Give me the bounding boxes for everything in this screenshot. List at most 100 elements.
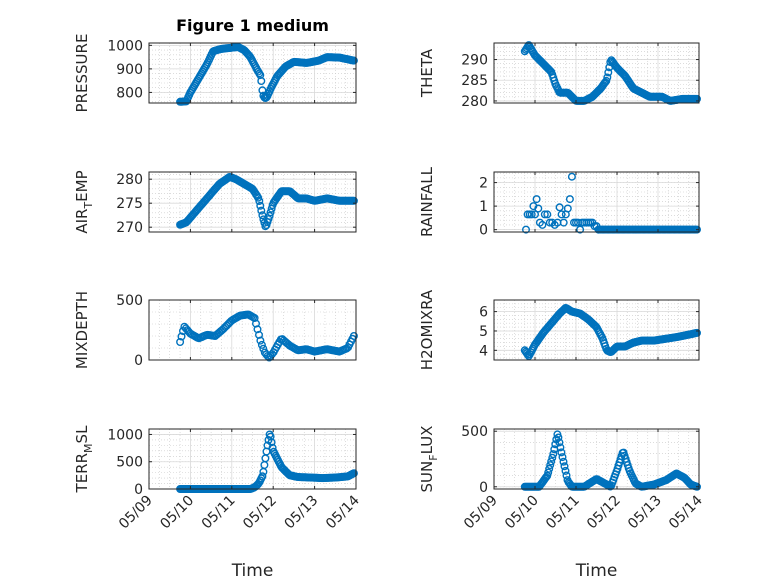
data-point: [266, 432, 275, 441]
data-point: [544, 468, 553, 477]
data-point: [576, 225, 585, 234]
data-point: [258, 472, 267, 481]
data-point: [542, 473, 551, 482]
y-tick-label: 0: [479, 480, 488, 496]
data-point: [606, 482, 615, 491]
y-tick-label: 0: [134, 353, 143, 369]
x-tick-label: 05/12: [584, 493, 624, 533]
data-point: [547, 457, 556, 466]
data-series: [176, 43, 358, 106]
data-point: [557, 448, 566, 457]
x-axis-label: Time: [575, 561, 618, 581]
data-series: [176, 172, 358, 231]
data-series: [520, 304, 702, 361]
y-tick-label: 1000: [107, 38, 143, 54]
y-tick-label: 4: [479, 343, 488, 359]
y-axis-label: PRESSURE: [73, 34, 91, 113]
y-tick-label: 275: [116, 196, 143, 212]
y-tick-label: 500: [116, 455, 143, 471]
data-point: [556, 443, 565, 452]
y-tick-label: 900: [116, 62, 143, 78]
data-point: [603, 73, 612, 82]
data-point: [601, 78, 610, 87]
data-point: [558, 453, 567, 462]
axes-box: [493, 42, 700, 104]
data-point: [540, 210, 549, 219]
data-point: [554, 433, 563, 442]
data-point: [257, 76, 266, 85]
data-point: [265, 211, 274, 220]
data-point: [560, 462, 569, 471]
y-tick-label: 500: [461, 424, 488, 440]
axes-box: [493, 171, 700, 233]
x-tick-label: 05/09: [461, 493, 501, 533]
data-point: [693, 328, 702, 337]
data-point: [256, 201, 265, 210]
data-series: [520, 430, 702, 491]
data-point: [546, 461, 555, 470]
data-point: [349, 469, 358, 478]
data-point: [543, 471, 552, 480]
subplot-h2omixra: 4 5 6 H2OMIXRA: [418, 289, 702, 370]
axes-box: [148, 428, 357, 490]
data-point: [602, 76, 611, 85]
data-point: [693, 482, 702, 491]
data-point: [176, 338, 185, 347]
data-point: [532, 195, 541, 204]
y-tick-label: 0: [134, 482, 143, 498]
y-tick-label: 1: [479, 199, 488, 215]
y-tick-label: 800: [116, 85, 143, 101]
data-point: [256, 336, 265, 345]
subplot-pressure: 800 900 1000 PRESSURE Figure 1 medium: [73, 16, 358, 113]
data-point: [559, 218, 568, 227]
axes-box: [493, 299, 700, 361]
data-point: [531, 210, 540, 219]
data-point: [693, 225, 702, 234]
subplot-sun: 0 500 05/09 05/10 05/11 05/12 05/13 05/14 Time SU…: [418, 424, 706, 581]
data-point: [561, 466, 570, 475]
y-tick-label: 5: [479, 324, 488, 340]
subplot-terr: 0 500 1000 05/09 05/10 05/11 05/12 05/13 05/14 Ti…: [73, 425, 363, 581]
subplot-mixdepth: 0 500 MIXDEPTH: [73, 291, 358, 369]
data-point: [562, 471, 571, 480]
y-axis-label: TERRMSL: [73, 425, 95, 494]
y-tick-label: 285: [461, 73, 488, 89]
data-point: [527, 210, 536, 219]
y-axis-label: AIRTEMP: [73, 170, 95, 233]
axes-box: [148, 299, 357, 361]
data-point: [549, 450, 558, 459]
x-axis-label: Time: [231, 561, 274, 581]
y-tick-label: 280: [461, 94, 488, 110]
y-tick-label: 270: [116, 220, 143, 236]
x-tick-label: 05/14: [323, 492, 363, 532]
data-point: [349, 56, 358, 65]
x-tick-label: 05/10: [502, 493, 542, 533]
data-point: [522, 225, 531, 234]
y-tick-label: 2: [479, 176, 488, 192]
y-tick-label: 1000: [107, 427, 143, 443]
data-point: [548, 453, 557, 462]
subplot-theta: 280 285 290 THETA: [418, 41, 702, 110]
data-point: [261, 222, 270, 231]
y-tick-label: 0: [479, 223, 488, 239]
minor-grid: [149, 428, 356, 490]
y-axis-label: RAINFALL: [418, 166, 436, 237]
data-point: [555, 438, 564, 447]
data-point: [267, 438, 276, 447]
data-point: [559, 457, 568, 466]
data-point: [557, 210, 566, 219]
axes-box: [493, 428, 700, 490]
data-point: [258, 86, 267, 95]
data-point: [538, 220, 547, 229]
data-point: [266, 208, 275, 217]
y-axis-label: SUNFLUX: [418, 426, 440, 493]
x-tick-label: 05/10: [157, 493, 197, 533]
y-axis-label: THETA: [418, 48, 436, 98]
data-point: [177, 332, 186, 341]
x-tick-label: 05/11: [543, 493, 583, 533]
x-tick-label: 05/11: [199, 493, 239, 533]
axes-box: [148, 171, 357, 233]
x-tick-label: 05/14: [666, 492, 706, 532]
minor-grid: [149, 43, 356, 103]
